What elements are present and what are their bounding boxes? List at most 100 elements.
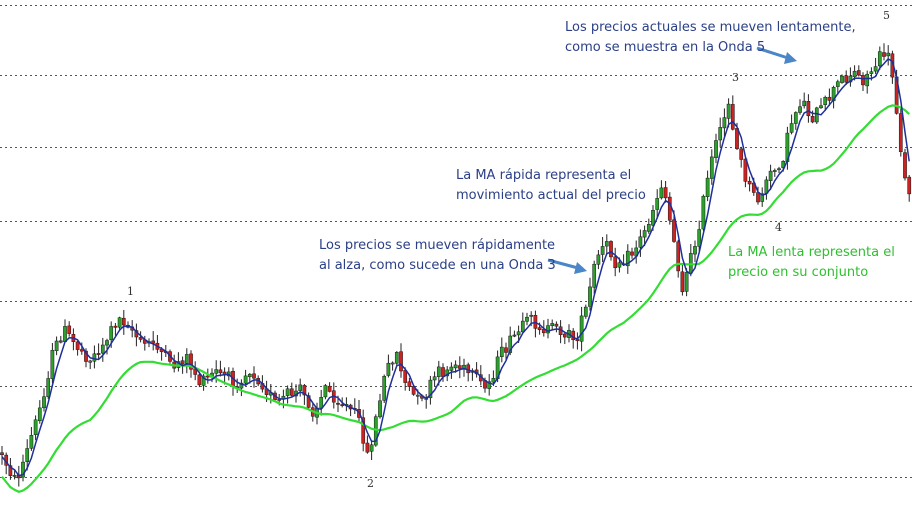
candle-down xyxy=(121,317,126,326)
candle-up xyxy=(525,316,529,322)
candle-up xyxy=(835,81,840,87)
candle-down xyxy=(58,340,63,343)
candle-up xyxy=(319,397,324,409)
candle-up xyxy=(823,97,828,105)
slow-ma-annotation-line1: La MA lenta representa el xyxy=(728,245,895,260)
candle-up xyxy=(394,352,399,364)
candle-up xyxy=(697,229,702,247)
slow-ma-line xyxy=(1,104,910,493)
candle-down xyxy=(180,360,185,365)
candle-down xyxy=(218,369,223,374)
candle-down xyxy=(810,116,815,123)
candle-down xyxy=(8,465,13,476)
candle-up xyxy=(499,346,504,357)
candle-up xyxy=(529,314,534,317)
candle-down xyxy=(756,192,760,203)
candle-up xyxy=(886,52,891,57)
candle-up xyxy=(709,156,714,179)
candle-down xyxy=(302,385,307,396)
candle-up xyxy=(819,105,823,109)
candle-down xyxy=(336,402,340,405)
candle-down xyxy=(306,395,311,408)
candle-down xyxy=(407,381,412,387)
candle-up xyxy=(777,168,781,171)
candle-down xyxy=(554,323,559,327)
candle-up xyxy=(21,461,25,478)
candle-down xyxy=(903,152,907,179)
wave-label-3: 3 xyxy=(732,71,739,84)
fast-ma-annotation-line1: La MA rápida representa el xyxy=(456,168,632,183)
candle-up xyxy=(50,349,55,379)
candle-down xyxy=(844,75,849,83)
candle-up xyxy=(214,369,219,374)
candle-up xyxy=(46,378,51,397)
candle-down xyxy=(898,113,903,152)
candle-down xyxy=(67,325,72,334)
candle-up xyxy=(772,170,777,172)
candle-up xyxy=(840,75,844,83)
candle-down xyxy=(562,333,567,338)
candle-up xyxy=(520,320,525,333)
wave5-annotation: Los precios actuales se mueven lentament… xyxy=(565,18,856,58)
candle-up xyxy=(247,373,252,377)
candle-up xyxy=(588,286,592,307)
candle-up xyxy=(491,378,496,383)
candle-up xyxy=(865,73,870,87)
candle-up xyxy=(793,112,798,124)
candle-down xyxy=(827,96,832,101)
candle-down xyxy=(96,353,101,355)
candle-down xyxy=(365,442,370,453)
candle-down xyxy=(680,271,685,293)
candle-up xyxy=(583,306,588,317)
candle-up xyxy=(726,103,731,119)
wave3-annotation: Los precios se mueven rápidamente al alz… xyxy=(319,236,556,276)
candle-down xyxy=(663,187,668,199)
wave5-annotation-line2: como se muestra en la Onda 5 xyxy=(565,40,766,55)
candle-down xyxy=(747,180,752,185)
wave3-annotation-line1: Los precios se mueven rápidamente xyxy=(319,238,556,253)
candle-up xyxy=(651,210,655,226)
candle-up xyxy=(105,340,109,346)
candle-up xyxy=(814,107,819,123)
candle-up xyxy=(550,323,555,326)
candle-down xyxy=(630,251,634,256)
candle-up xyxy=(88,360,93,363)
wave5-arrow xyxy=(756,46,797,64)
candle-up xyxy=(298,384,303,391)
candle-up xyxy=(25,448,30,462)
candle-up xyxy=(487,381,492,389)
wave-label-5: 5 xyxy=(883,9,890,22)
fast-ma-annotation-line2: movimiento actual del precio xyxy=(456,188,646,203)
candle-down xyxy=(537,327,542,331)
candle-up xyxy=(701,195,706,230)
candle-up xyxy=(625,250,630,267)
candle-up xyxy=(655,198,660,210)
candle-up xyxy=(802,100,807,107)
candle-down xyxy=(75,341,80,350)
candle-up xyxy=(12,475,17,477)
candle-down xyxy=(882,52,886,57)
candle-up xyxy=(382,376,387,401)
candle-up xyxy=(764,179,769,194)
candle-up xyxy=(516,331,521,336)
candle-down xyxy=(361,417,366,444)
candle-down xyxy=(340,404,345,406)
candle-up xyxy=(798,106,802,113)
candle-up xyxy=(638,236,643,248)
candle-down xyxy=(399,351,403,372)
fast-ma-line xyxy=(1,57,910,477)
candle-up xyxy=(37,407,42,422)
candle-up xyxy=(852,70,857,78)
candle-up xyxy=(378,400,382,418)
candle-down xyxy=(197,374,202,386)
candle-up xyxy=(714,140,718,158)
candle-down xyxy=(327,385,332,392)
candle-up xyxy=(600,246,605,255)
candle-down xyxy=(856,70,861,76)
candle-down xyxy=(676,241,681,272)
wave5-annotation-line1: Los precios actuales se mueven lentament… xyxy=(565,20,856,35)
candle-up xyxy=(449,366,454,371)
wave3-arrow xyxy=(547,258,587,274)
candle-down xyxy=(289,388,294,396)
